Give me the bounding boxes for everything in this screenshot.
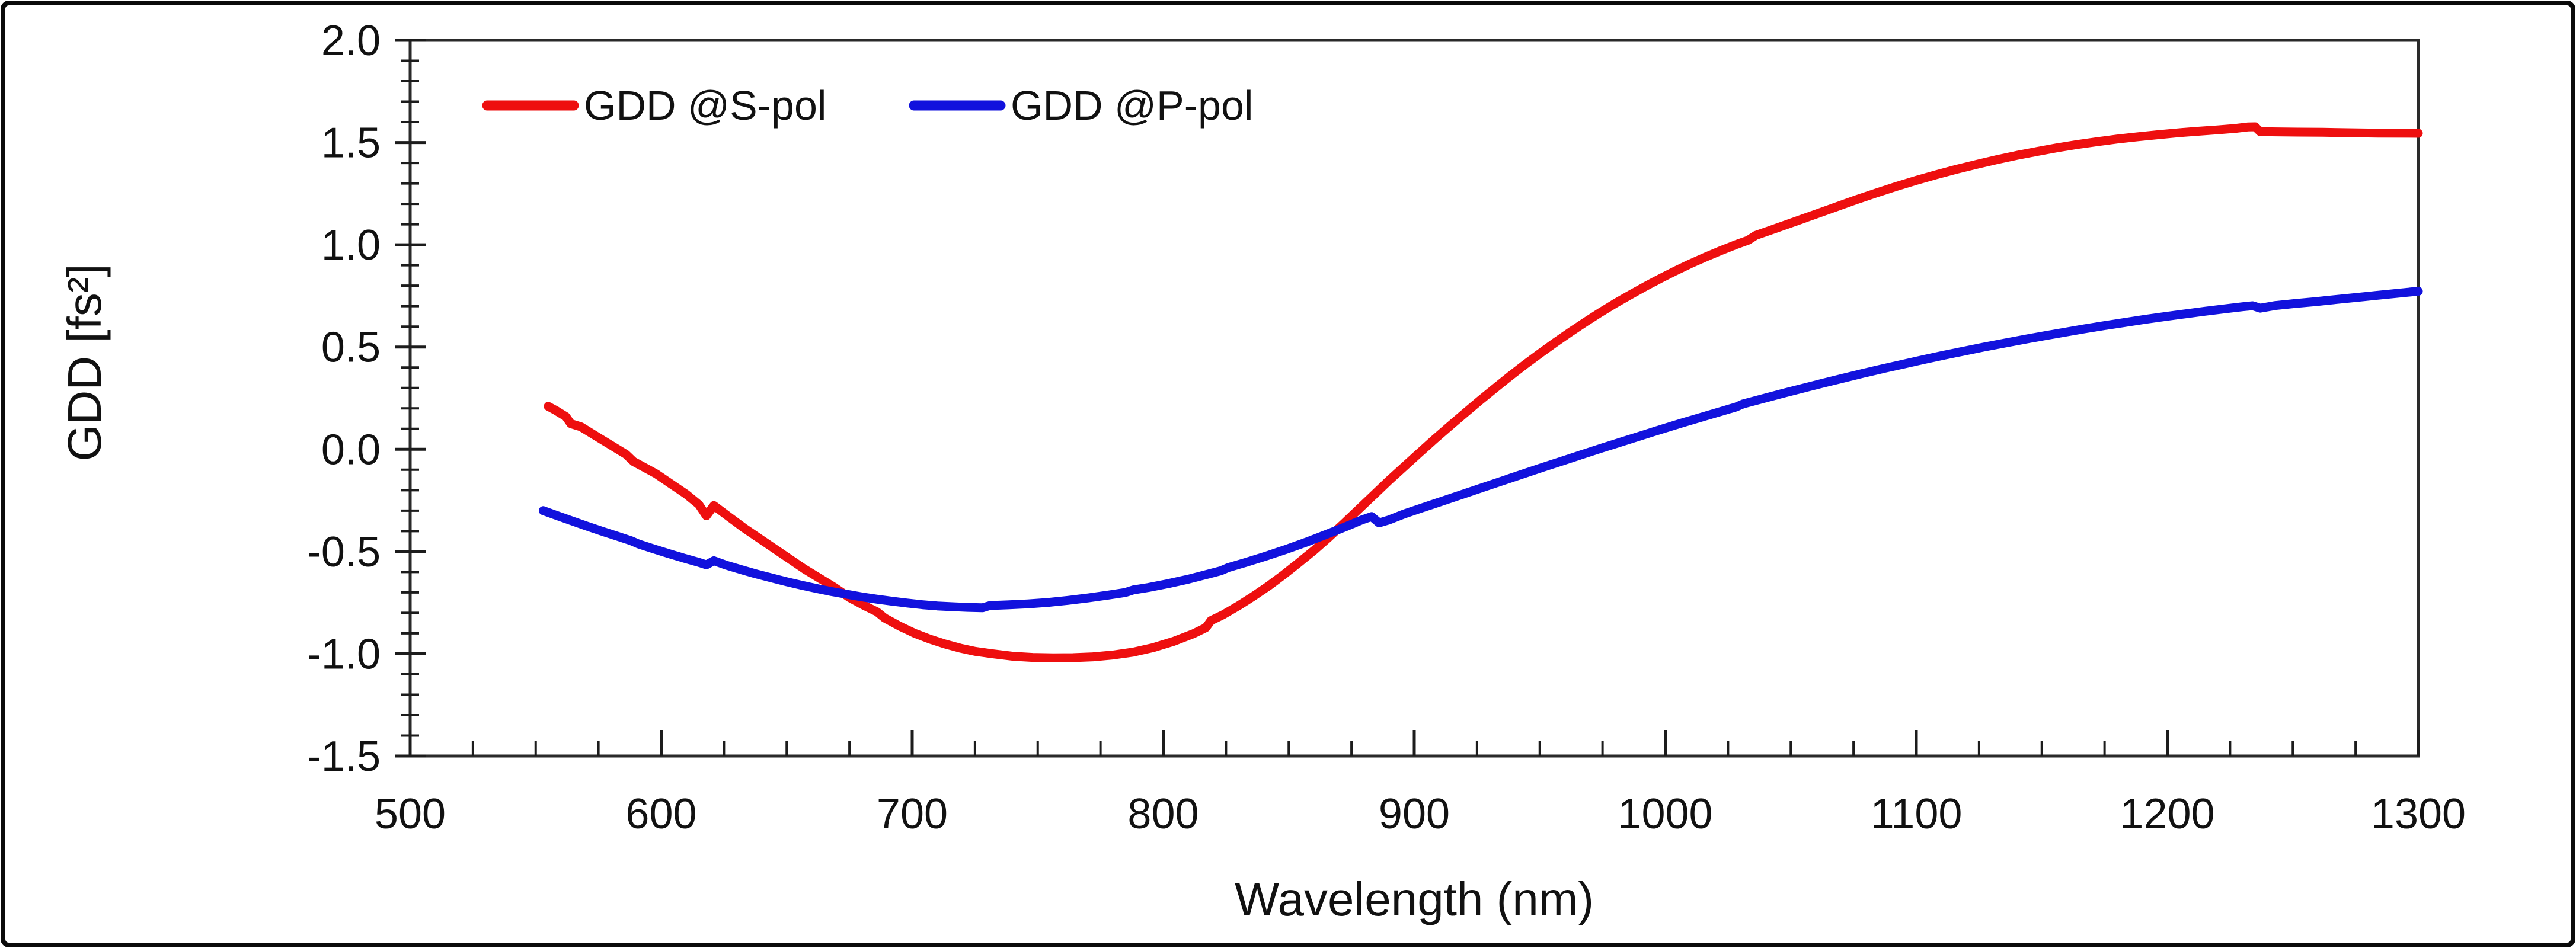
p-pol-curve [539,287,2423,613]
x-tick-label: 700 [877,790,948,838]
plot-series [539,122,2423,662]
x-tick-label: 800 [1127,790,1198,838]
x-tick-label: 1200 [2120,790,2214,838]
x-axis-labels: 500 600 700 800 900 1000 1100 1200 1300 [375,790,2466,838]
y-tick-label: -1.5 [307,733,381,780]
y-axis [395,39,426,758]
x-axis [408,730,2420,756]
y-tick-label: 0.5 [321,324,381,371]
s-pol-legend-label: GDD @S-pol [584,82,826,129]
y-tick-label: 2.0 [321,17,381,65]
legend: GDD @S-pol GDD @P-pol [482,82,1253,129]
x-tick-label: 900 [1379,790,1450,838]
x-tick-label: 500 [375,790,446,838]
y-axis-labels: -1.5 -1.0 -0.5 0.0 0.5 1.0 1.5 2.0 [307,17,381,780]
y-tick-label: 1.0 [321,222,381,269]
x-tick-label: 1000 [1618,790,1712,838]
y-tick-label: 0.0 [321,426,381,473]
y-tick-label: 1.5 [321,120,381,167]
p-pol-legend-label: GDD @P-pol [1011,82,1253,129]
x-tick-label: 1300 [2371,790,2466,838]
plot-area [408,39,2420,758]
y-tick-label: -0.5 [307,529,381,576]
s-pol-curve [544,122,2423,662]
x-axis-title: Wavelength (nm) [1235,873,1594,925]
y-tick-label: -1.0 [307,630,381,678]
x-tick-label: 1100 [1871,790,1963,838]
y-axis-title: GDD [fs²] [58,264,111,461]
x-tick-label: 600 [625,790,696,838]
